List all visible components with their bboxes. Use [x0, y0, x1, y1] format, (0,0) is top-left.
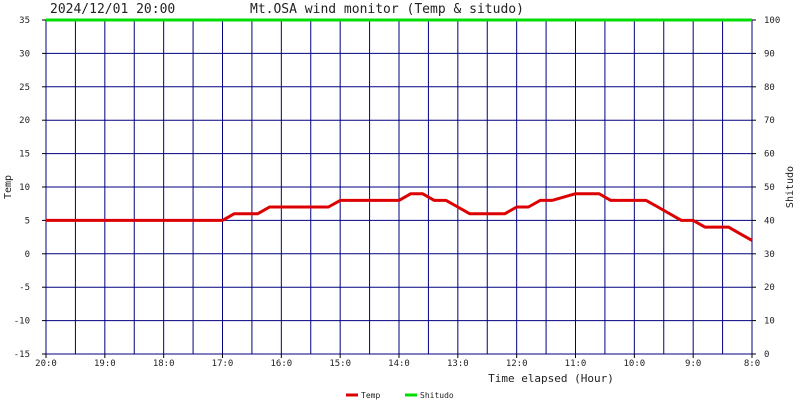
- y-tick-label-left: 25: [19, 83, 30, 93]
- y-tick-label-left: -15: [14, 350, 30, 360]
- chart-series: [46, 18, 753, 242]
- x-tick-label: 20:0: [35, 359, 57, 369]
- y-tick-label-left: -10: [14, 317, 30, 327]
- x-tick-label: 13:0: [447, 359, 469, 369]
- x-axis-label: Time elapsed (Hour): [488, 372, 614, 385]
- y-tick-label-right: 60: [764, 150, 775, 160]
- y-tick-label-left: 30: [19, 49, 30, 59]
- x-tick-label: 10:0: [623, 359, 645, 369]
- legend-label-shitudo: Shitudo: [420, 391, 454, 400]
- y-tick-label-left: 5: [25, 216, 30, 226]
- y-tick-label-left: 35: [19, 16, 30, 26]
- series-line-temp: [46, 192, 753, 242]
- y-tick-label-right: 0: [764, 350, 769, 360]
- x-tick-label: 11:0: [565, 359, 587, 369]
- x-tick-label: 18:0: [153, 359, 175, 369]
- chart-datetime: 2024/12/01 20:00: [50, 2, 175, 17]
- x-tick-label: 19:0: [94, 359, 116, 369]
- y-tick-label-right: 20: [764, 283, 775, 293]
- x-tick-label: 12:0: [506, 359, 528, 369]
- x-tick-label: 17:0: [212, 359, 234, 369]
- chart-legend: Temp Shitudo: [346, 391, 454, 400]
- x-tick-label: 14:0: [388, 359, 410, 369]
- x-tick-label: 9:0: [685, 359, 701, 369]
- x-tick-label: 15:0: [329, 359, 351, 369]
- y-tick-label-right: 90: [764, 49, 775, 59]
- y-tick-label-right: 70: [764, 116, 775, 126]
- y-tick-label-right: 100: [764, 16, 780, 26]
- y-tick-label-left: -5: [19, 283, 30, 293]
- x-tick-label: 8:0: [744, 359, 760, 369]
- y-tick-label-right: 50: [764, 183, 775, 193]
- y-tick-label-right: 10: [764, 317, 775, 327]
- chart-ticks: 35302520151050-5-10-15100908070605040302…: [14, 16, 781, 369]
- x-tick-label: 16:0: [270, 359, 292, 369]
- y-tick-label-right: 40: [764, 216, 775, 226]
- y-tick-label-left: 20: [19, 116, 30, 126]
- y-tick-label-right: 80: [764, 83, 775, 93]
- chart-grid: [45, 19, 753, 355]
- y-tick-label-left: 0: [25, 250, 30, 260]
- chart-title: Mt.OSA wind monitor (Temp & situdo): [250, 2, 524, 17]
- y-axis-left-label: Temp: [3, 175, 14, 199]
- y-tick-label-left: 15: [19, 150, 30, 160]
- y-tick-label-right: 30: [764, 250, 775, 260]
- y-tick-label-left: 10: [19, 183, 30, 193]
- y-axis-right-label: Shitudo: [785, 166, 796, 208]
- legend-label-temp: Temp: [361, 391, 380, 400]
